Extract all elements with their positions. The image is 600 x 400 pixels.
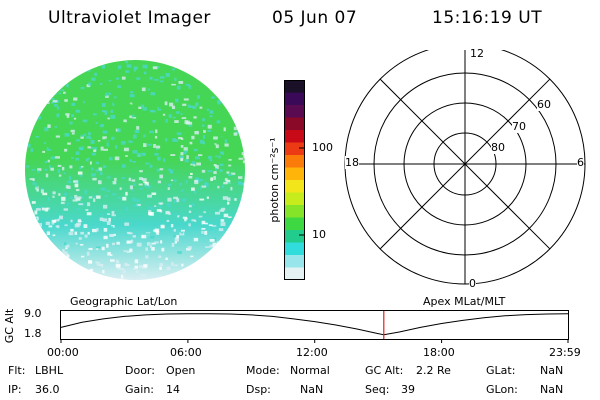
- svg-text:GC Alt: GC Alt: [3, 308, 16, 343]
- colorbar-segment: [284, 155, 305, 168]
- mlt-label-12: 12: [470, 47, 484, 60]
- mlt-label-0: 0: [469, 277, 476, 290]
- colorbar-segment: [284, 80, 305, 93]
- uv-image: [25, 60, 245, 280]
- seq-value: 39: [401, 383, 415, 396]
- colorbar-segment: [284, 105, 305, 118]
- colorbar-segment: [284, 267, 305, 280]
- colorbar-segment: [284, 242, 305, 256]
- colorbar-segment: [284, 255, 305, 268]
- mlat-label-80: 80: [491, 141, 505, 154]
- door-label: Door:: [125, 364, 155, 377]
- glon-label: GLon:: [486, 383, 518, 396]
- date-label: 05 Jun 07: [272, 8, 358, 28]
- polar-diagonal-2: [379, 78, 551, 250]
- seq-label: Seq:: [365, 383, 390, 396]
- timeline-plot: [60, 310, 569, 343]
- mlat-label-70: 70: [512, 120, 526, 133]
- colorbar-segment: [284, 205, 305, 218]
- gc-alt-line: [60, 313, 569, 336]
- colorbar-segment: [284, 217, 305, 231]
- ip-value: 36.0: [35, 383, 60, 396]
- xtick-1800: 18:00: [423, 346, 455, 359]
- xtick-0600: 06:00: [170, 346, 202, 359]
- flt-label: Flt:: [8, 364, 26, 377]
- colorbar-tick-100: 100: [312, 141, 333, 154]
- glat-value: NaN: [540, 364, 564, 377]
- dsp-value: NaN: [300, 383, 324, 396]
- gcalt-value: 2.2 Re: [416, 364, 451, 377]
- timeline-ytick-low: 1.8: [24, 327, 42, 340]
- mlt-label-6: 6: [577, 156, 584, 169]
- time-label: 15:16:19 UT: [432, 8, 543, 28]
- instrument-title: Ultraviolet Imager: [48, 8, 211, 28]
- glon-value: NaN: [540, 383, 564, 396]
- mlt-label-18: 18: [345, 156, 359, 169]
- colorbar-segment: [284, 192, 305, 206]
- timeline-ylabel: GC Alt: [3, 308, 16, 343]
- colorbar-segment: [284, 142, 305, 156]
- dsp-label: Dsp:: [246, 383, 271, 396]
- xtick-1200: 12:00: [296, 346, 328, 359]
- ip-label: IP:: [8, 383, 22, 396]
- gcalt-label: GC Alt:: [365, 364, 404, 377]
- mode-value: Normal: [290, 364, 330, 377]
- polar-plot: [344, 50, 586, 285]
- glat-label: GLat:: [486, 364, 516, 377]
- colorbar-segment: [284, 167, 305, 181]
- gain-label: Gain:: [125, 383, 154, 396]
- timeline-ytick-high: 9.0: [24, 307, 42, 320]
- colorbar: [284, 80, 305, 280]
- colorbar-segment: [284, 230, 305, 243]
- colorbar-segment: [284, 92, 305, 106]
- colorbar-tick-10: 10: [312, 228, 326, 241]
- mode-label: Mode:: [246, 364, 280, 377]
- xtick-0000: 00:00: [47, 346, 79, 359]
- timeline-right-title: Apex MLat/MLT: [423, 295, 506, 308]
- timeline-left-title: Geographic Lat/Lon: [70, 295, 178, 308]
- svg-text:photon cm⁻²s⁻¹: photon cm⁻²s⁻¹: [268, 137, 281, 222]
- colorbar-segment: [284, 130, 305, 143]
- mlat-label-60: 60: [537, 98, 551, 111]
- gain-value: 14: [166, 383, 180, 396]
- colorbar-segment: [284, 180, 305, 193]
- colorbar-unit-label: photon cm⁻²s⁻¹: [268, 137, 281, 222]
- xtick-2359: 23:59: [549, 346, 581, 359]
- colorbar-segment: [284, 117, 305, 131]
- door-value: Open: [166, 364, 196, 377]
- timeline-frame: [60, 310, 569, 340]
- flt-value: LBHL: [35, 364, 64, 377]
